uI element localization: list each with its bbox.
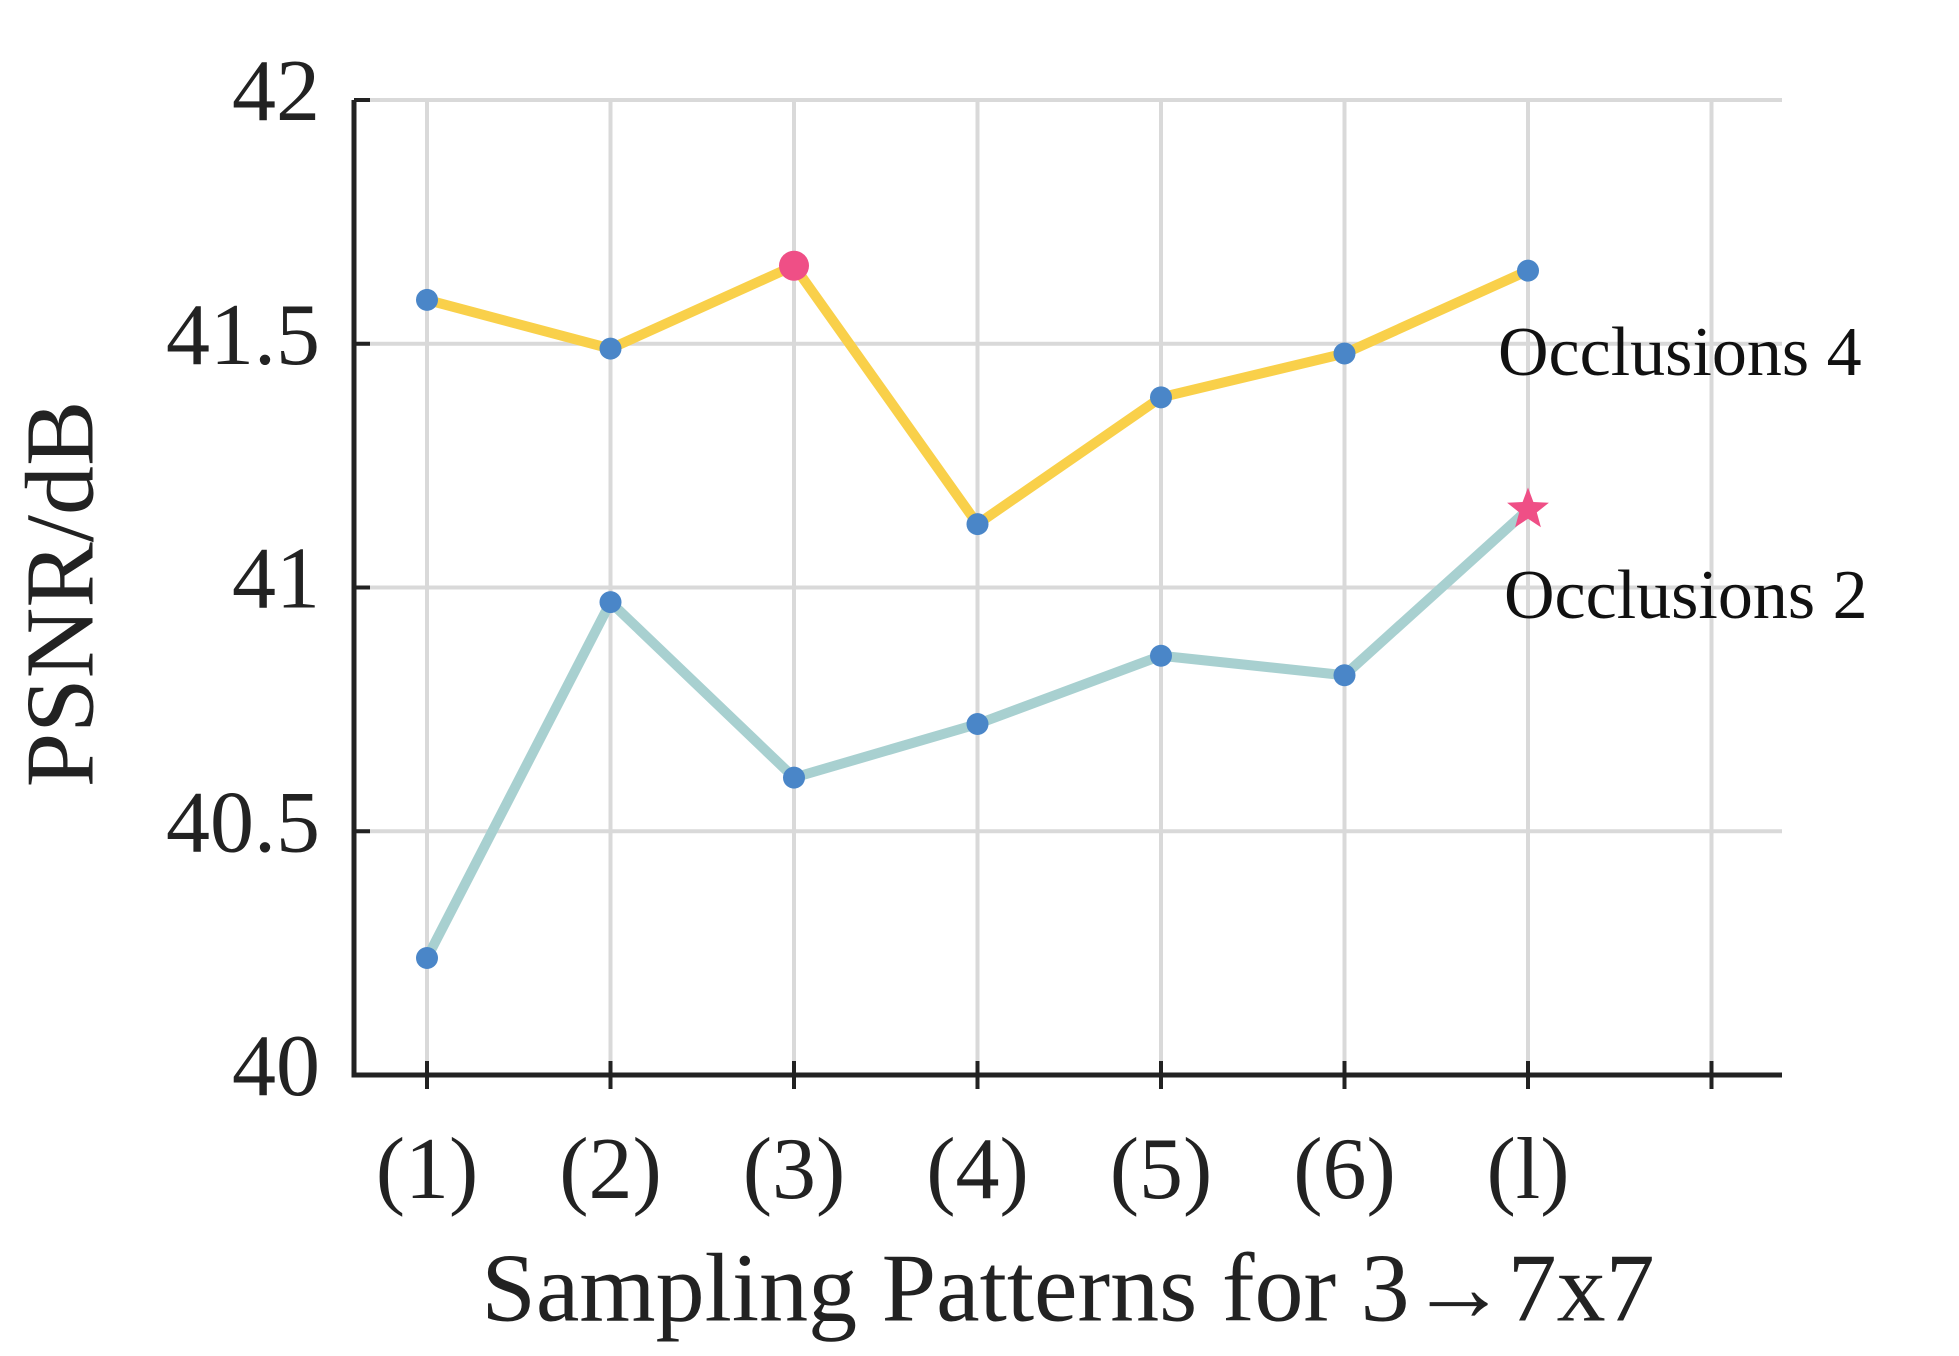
x-tick-label: (5) — [1110, 1121, 1213, 1218]
marker — [599, 337, 622, 360]
y-axis-label: PSNR/dB — [6, 401, 114, 788]
y-tick-label: 40 — [232, 1018, 320, 1115]
y-tick-label: 42 — [232, 43, 320, 140]
marker — [966, 513, 989, 536]
x-tick-label: (1) — [376, 1121, 479, 1218]
axes — [351, 100, 1782, 1078]
marker — [1150, 386, 1172, 409]
x-tick-label: (l) — [1486, 1121, 1569, 1218]
marker — [599, 591, 622, 614]
marker — [1150, 644, 1172, 667]
marker — [416, 288, 438, 311]
marker — [1333, 664, 1356, 687]
x-tick-label: (2) — [559, 1121, 662, 1218]
marker — [1333, 342, 1356, 365]
y-tick-label: 40.5 — [166, 774, 320, 871]
x-axis-label: Sampling Patterns for 3→7x7 — [481, 1234, 1654, 1342]
series-label: Occlusions 2 — [1504, 557, 1868, 634]
marker — [783, 766, 805, 789]
y-tick-label: 41 — [232, 531, 320, 628]
x-tick-label: (3) — [743, 1121, 846, 1218]
marker — [1517, 259, 1539, 282]
best-marker — [1507, 487, 1549, 528]
x-tick-label: (4) — [926, 1121, 1029, 1218]
x-tick-label: (6) — [1293, 1121, 1396, 1218]
marker — [966, 713, 989, 735]
marker — [416, 947, 438, 969]
series-label: Occlusions 4 — [1498, 314, 1862, 391]
best-marker — [779, 250, 809, 281]
y-tick-label: 41.5 — [166, 287, 320, 384]
